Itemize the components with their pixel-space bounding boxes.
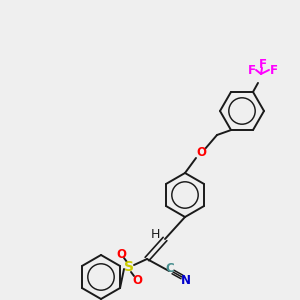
Text: O: O (132, 274, 142, 286)
Text: F: F (270, 64, 278, 77)
Text: O: O (116, 248, 126, 260)
Text: S: S (124, 260, 134, 274)
Text: H: H (150, 227, 160, 241)
Text: N: N (181, 274, 191, 286)
Text: F: F (259, 58, 267, 71)
Text: F: F (248, 64, 256, 77)
Text: O: O (196, 146, 206, 160)
Text: C: C (166, 262, 174, 275)
